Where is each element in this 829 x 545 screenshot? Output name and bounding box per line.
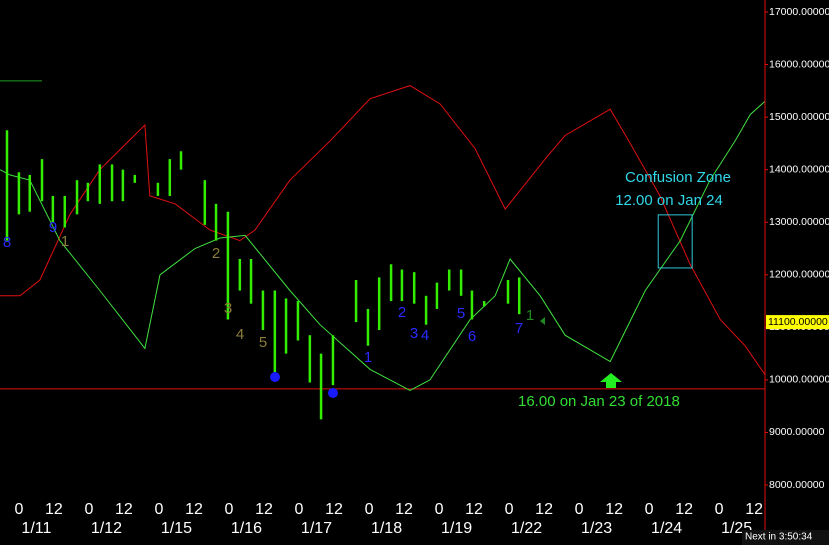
count-label: 1 <box>364 349 372 366</box>
count-label: 4 <box>421 327 429 344</box>
x-tick-label: 12 <box>325 501 343 518</box>
x-tick-label: 12 <box>185 501 203 518</box>
count-label: 7 <box>515 320 523 337</box>
x-tick-label: 12 <box>395 501 413 518</box>
date-label: 1/24 <box>651 520 682 537</box>
count-label: 4 <box>236 326 244 343</box>
x-tick-label: 12 <box>745 501 763 518</box>
date-label: 1/12 <box>91 520 122 537</box>
indicator-line <box>0 85 766 375</box>
footer-box <box>742 530 829 545</box>
confusion-zone <box>657 214 693 269</box>
x-tick-label: 12 <box>115 501 133 518</box>
x-tick-label: 0 <box>295 501 304 518</box>
x-tick-label: 0 <box>715 501 724 518</box>
x-tick-label: 12 <box>465 501 483 518</box>
x-tick-label: 12 <box>675 501 693 518</box>
count-label: 1 <box>61 233 69 250</box>
x-tick-label: 0 <box>435 501 444 518</box>
y-tick-label: 10000.00000 <box>769 374 829 386</box>
date-label: 1/23 <box>581 520 612 537</box>
x-tick-label: 12 <box>255 501 273 518</box>
count-label: 6 <box>468 328 476 345</box>
count-label: 9 <box>49 219 57 236</box>
count-label: 8 <box>3 234 11 251</box>
y-tick-label: 15000.00000 <box>769 111 829 123</box>
footer: Next in 3:50:34 <box>745 532 813 543</box>
date-label: 1/11 <box>21 520 51 537</box>
x-tick-label: 0 <box>14 501 23 518</box>
x-tick-label: 0 <box>575 501 584 518</box>
indicator-line <box>0 100 766 391</box>
count-label: 5 <box>457 305 465 322</box>
x-tick-label: 0 <box>84 501 93 518</box>
y-tick-label: 16000.00000 <box>769 58 829 70</box>
y-tick-label: 9000.00000 <box>769 426 825 438</box>
date-label: 1/17 <box>301 520 332 537</box>
blue-dot <box>328 388 338 398</box>
y-tick-label: 8000.00000 <box>769 479 825 491</box>
blue-dot <box>270 372 280 382</box>
small-arrow <box>540 317 545 325</box>
x-tick-label: 0 <box>225 501 234 518</box>
count-label: 1 <box>526 307 534 324</box>
x-tick-label: 0 <box>365 501 374 518</box>
y-tick-label: 14000.00000 <box>769 163 829 175</box>
count-label: 2 <box>212 245 220 262</box>
up-arrow <box>600 373 622 388</box>
x-tick-label: 0 <box>154 501 163 518</box>
y-tick-label: 17000.00000 <box>769 6 829 18</box>
annotation: 12.00 on Jan 24 <box>615 192 723 209</box>
y-tick-label: 12000.00000 <box>769 269 829 281</box>
annotation: 16.00 on Jan 23 of 2018 <box>518 393 680 410</box>
date-label: 1/22 <box>511 520 542 537</box>
price-label: 11100.00000 <box>768 316 828 328</box>
date-label: 1/19 <box>441 520 472 537</box>
count-label: 5 <box>259 334 267 351</box>
x-tick-label: 12 <box>535 501 553 518</box>
x-tick-label: 0 <box>505 501 514 518</box>
annotation: Confusion Zone <box>625 169 731 186</box>
date-label: 1/16 <box>231 520 262 537</box>
x-tick-label: 0 <box>645 501 654 518</box>
x-tick-label: 12 <box>605 501 623 518</box>
x-tick-label: 12 <box>45 501 63 518</box>
count-label: 3 <box>410 325 418 342</box>
date-label: 1/18 <box>371 520 402 537</box>
count-label: 2 <box>398 304 406 321</box>
price-box <box>766 315 829 330</box>
date-label: 1/15 <box>161 520 192 537</box>
y-tick-label: 13000.00000 <box>769 216 829 228</box>
count-label: 3 <box>224 300 232 317</box>
